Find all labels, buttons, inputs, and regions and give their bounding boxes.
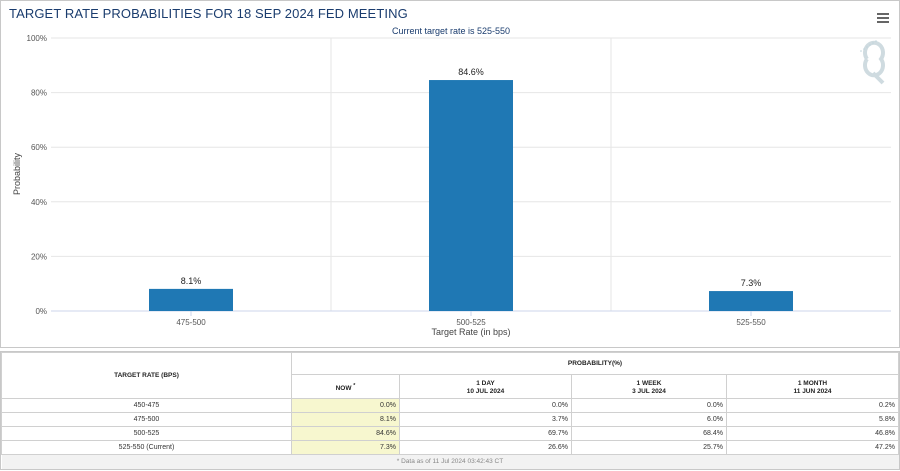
bar-chart: 0% 20% 40% 60% 80% 100% 8.1% 475-500 84.6% 500-52… bbox=[12, 26, 891, 337]
rate-cell: 475-500 bbox=[1, 412, 292, 427]
header-target-rate: TARGET RATE (BPS) bbox=[1, 352, 292, 399]
table-row: 525-550 (Current) 7.3% 26.6% 25.7% 47.2% bbox=[1, 440, 899, 455]
data-label: 7.3% bbox=[741, 278, 762, 288]
x-tick-label: 525-550 bbox=[736, 318, 766, 327]
bar bbox=[709, 291, 793, 311]
day-cell: 3.7% bbox=[399, 412, 572, 427]
day-cell: 26.6% bbox=[399, 440, 572, 455]
data-timestamp-note: * Data as of 11 Jul 2024 03:42:43 CT bbox=[1, 454, 899, 469]
probability-table-panel: TARGET RATE (BPS) PROBABILITY(%) NOW * 1… bbox=[0, 351, 900, 470]
rate-cell: 450-475 bbox=[1, 398, 292, 413]
chart-panel: TARGET RATE PROBABILITIES FOR 18 SEP 202… bbox=[0, 0, 900, 348]
rate-cell: 525-550 (Current) bbox=[1, 440, 292, 455]
y-tick-label: 80% bbox=[31, 89, 47, 98]
header-now: NOW * bbox=[291, 374, 400, 399]
month-cell: 0.2% bbox=[726, 398, 899, 413]
now-cell: 7.3% bbox=[291, 440, 400, 455]
y-axis-title: Probability bbox=[12, 152, 22, 195]
bar bbox=[429, 80, 513, 312]
header-1-month: 1 MONTH 11 JUN 2024 bbox=[726, 374, 899, 399]
y-tick-label: 100% bbox=[27, 34, 47, 43]
table-footer-row: * Data as of 11 Jul 2024 03:42:43 CT bbox=[1, 454, 899, 469]
table-row: 450-475 0.0% 0.0% 0.0% 0.2% bbox=[1, 398, 899, 413]
hamburger-menu-icon[interactable] bbox=[877, 13, 889, 23]
x-axis-title: Target Rate (in bps) bbox=[431, 327, 510, 337]
data-label: 84.6% bbox=[458, 67, 484, 77]
y-tick-label: 20% bbox=[31, 252, 47, 261]
header-1-day: 1 DAY 10 JUL 2024 bbox=[399, 374, 572, 399]
day-cell: 0.0% bbox=[399, 398, 572, 413]
x-tick-label: 500-525 bbox=[456, 318, 486, 327]
bar bbox=[149, 288, 233, 311]
week-cell: 25.7% bbox=[571, 440, 727, 455]
x-tick-label: 475-500 bbox=[176, 318, 206, 327]
chart-subtitle: Current target rate is 525-550 bbox=[392, 26, 510, 36]
y-tick-label: 0% bbox=[35, 307, 47, 316]
rate-cell: 500-525 bbox=[1, 426, 292, 441]
week-cell: 6.0% bbox=[571, 412, 727, 427]
q-logo-icon bbox=[860, 40, 885, 85]
month-cell: 47.2% bbox=[726, 440, 899, 455]
now-cell: 84.6% bbox=[291, 426, 400, 441]
probability-table: TARGET RATE (BPS) PROBABILITY(%) NOW * 1… bbox=[1, 352, 899, 469]
chart-title: TARGET RATE PROBABILITIES FOR 18 SEP 202… bbox=[9, 6, 408, 21]
day-cell: 69.7% bbox=[399, 426, 572, 441]
month-cell: 5.8% bbox=[726, 412, 899, 427]
week-cell: 0.0% bbox=[571, 398, 727, 413]
header-probability: PROBABILITY(%) bbox=[291, 352, 899, 375]
y-tick-label: 60% bbox=[31, 143, 47, 152]
table-row: 475-500 8.1% 3.7% 6.0% 5.8% bbox=[1, 412, 899, 427]
data-label: 8.1% bbox=[181, 276, 202, 286]
y-tick-label: 40% bbox=[31, 198, 47, 207]
now-cell: 8.1% bbox=[291, 412, 400, 427]
table-row: 500-525 84.6% 69.7% 68.4% 46.8% bbox=[1, 426, 899, 441]
now-cell: 0.0% bbox=[291, 398, 400, 413]
month-cell: 46.8% bbox=[726, 426, 899, 441]
header-1-week: 1 WEEK 3 JUL 2024 bbox=[571, 374, 727, 399]
week-cell: 68.4% bbox=[571, 426, 727, 441]
